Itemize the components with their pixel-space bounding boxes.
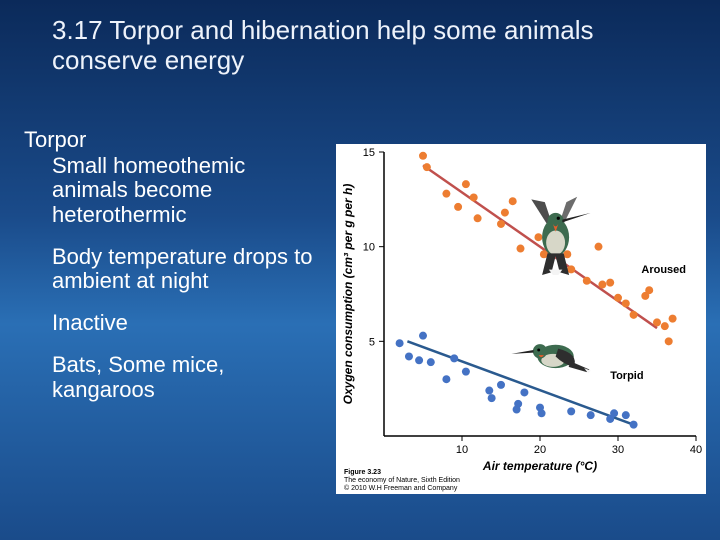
svg-text:10: 10 <box>456 444 468 456</box>
svg-text:40: 40 <box>690 444 702 456</box>
svg-text:15: 15 <box>363 147 375 159</box>
svg-text:5: 5 <box>369 336 375 348</box>
slide-title: 3.17 Torpor and hibernation help some an… <box>52 16 652 76</box>
slide-root: 3.17 Torpor and hibernation help some an… <box>0 0 720 540</box>
svg-text:Air temperature (°C): Air temperature (°C) <box>482 459 597 473</box>
body-p2: Body temperature drops to ambient at nig… <box>52 245 324 293</box>
svg-text:30: 30 <box>612 444 624 456</box>
svg-text:Aroused: Aroused <box>641 264 686 276</box>
chart-container: 10 20 30 40 5 10 15 Air temperature (°C) Oxygen … <box>336 144 706 494</box>
svg-text:Oxygen consumption (cm³ per g: Oxygen consumption (cm³ per g per h) <box>341 184 355 405</box>
svg-text:20: 20 <box>534 444 546 456</box>
svg-text:Torpid: Torpid <box>610 370 643 382</box>
body-p3: Inactive <box>52 311 324 335</box>
body-p4: Bats, Some mice, kangaroos <box>52 353 324 401</box>
svg-text:The economy of Nature, Sixth E: The economy of Nature, Sixth Edition <box>344 477 460 484</box>
svg-text:Figure 3.23: Figure 3.23 <box>344 469 381 476</box>
body-text: Torpor Small homeothemic animals become … <box>24 128 324 420</box>
svg-text:10: 10 <box>363 242 375 254</box>
body-p1: Small homeothemic animals become heterot… <box>52 154 324 227</box>
svg-text:© 2010 W.H Freeman and Company: © 2010 W.H Freeman and Company <box>344 484 458 492</box>
scatter-chart: 10 20 30 40 5 10 15 Air temperature (°C) Oxygen … <box>336 144 706 494</box>
body-heading: Torpor <box>24 128 324 152</box>
